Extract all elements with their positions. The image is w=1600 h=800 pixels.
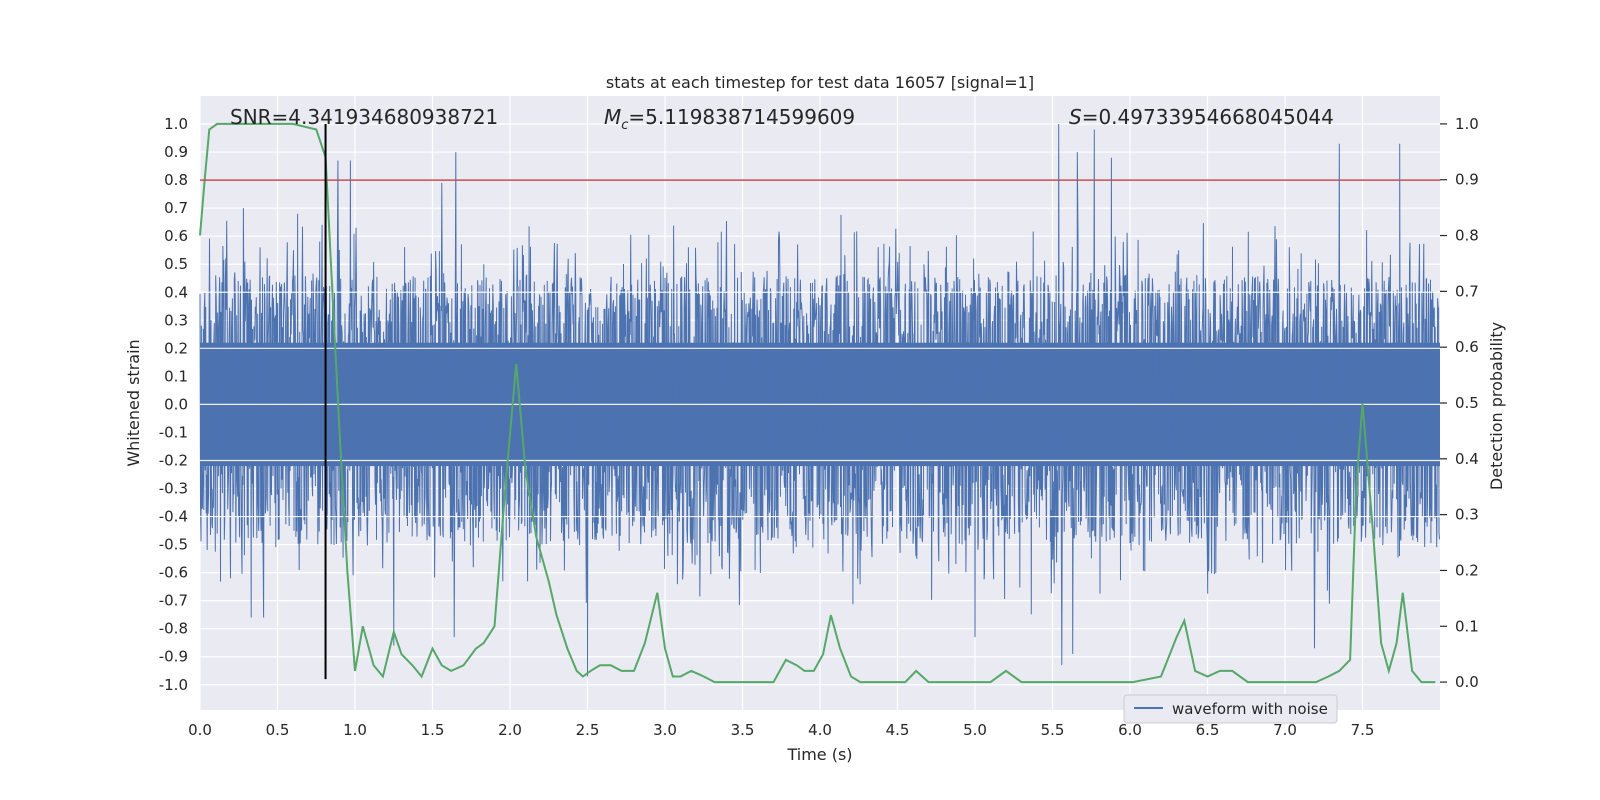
x-tick-label: 1.0 — [343, 721, 367, 739]
s-value: =0.49733954668045044 — [1082, 105, 1334, 129]
y-tick-label: 0.4 — [164, 283, 188, 301]
y-tick-label: 0.5 — [164, 255, 188, 273]
waveform-series — [199, 123, 1440, 677]
y-tick-label: 0.9 — [164, 143, 188, 161]
y-tick-labels: 1.0 0.9 0.8 0.7 0.6 0.5 0.4 0.3 0.2 0.1 0.0 -0.1 -0.… — [159, 115, 188, 694]
y-tick-label: -0.7 — [159, 592, 188, 610]
y2-tick-label: 0.8 — [1455, 227, 1479, 245]
mc-symbol: M — [604, 105, 621, 129]
x-tick-label: 2.0 — [498, 721, 522, 739]
y2-tick-label: 0.9 — [1455, 171, 1479, 189]
x-tick-label: 0.5 — [266, 721, 290, 739]
y-tick-label: 1.0 — [164, 115, 188, 133]
x-tick-label: 5.0 — [963, 721, 987, 739]
y-tick-label: 0.2 — [164, 339, 188, 357]
y2-tick-label: 0.1 — [1455, 617, 1479, 635]
mc-annotation: Mc=5.119838714599609 — [604, 105, 855, 133]
y-tick-label: 0.3 — [164, 311, 188, 329]
y-tick-label: 0.0 — [164, 395, 188, 413]
legend: waveform with noise — [1123, 694, 1338, 724]
x-tick-label: 4.0 — [808, 721, 832, 739]
probability-series — [199, 122, 1436, 684]
x-tick-label: 7.5 — [1351, 721, 1375, 739]
x-axis-label: Time (s) — [786, 745, 852, 764]
y-tick-label: -0.3 — [159, 480, 188, 498]
y2-tick-label: 0.7 — [1455, 282, 1479, 300]
x-tick-label: 3.5 — [731, 721, 755, 739]
mc-value: =5.119838714599609 — [628, 105, 855, 129]
y-tick-label: -0.1 — [159, 423, 188, 441]
snr-annotation: SNR=4.341934680938721 — [230, 105, 498, 129]
y-tick-label: -0.2 — [159, 451, 188, 469]
x-tick-label: 6.5 — [1196, 721, 1220, 739]
legend-box — [1123, 694, 1338, 724]
y2-tick-label: 0.6 — [1455, 338, 1479, 356]
probability-line — [199, 122, 1436, 684]
y2-axis-label: Detection probability — [1487, 322, 1506, 490]
x-tick-label: 6.0 — [1118, 721, 1142, 739]
y-tick-label: 0.7 — [164, 199, 188, 217]
y-tick-label: 0.8 — [164, 171, 188, 189]
y-tick-label: -0.8 — [159, 620, 188, 638]
y-tick-label: -0.6 — [159, 564, 188, 582]
legend-label: waveform with noise — [1172, 700, 1328, 718]
x-tick-label: 1.5 — [421, 721, 445, 739]
x-tick-labels: 0.0 0.5 1.0 1.5 2.0 2.5 3.0 3.5 4.0 4.5 5.0 5.5 6.0 6… — [188, 721, 1374, 739]
x-tick-label: 0.0 — [188, 721, 212, 739]
x-tick-label: 7.0 — [1273, 721, 1297, 739]
mc-subscript: c — [621, 118, 628, 133]
y-axis-label: Whitened strain — [124, 339, 143, 466]
right-axis-ticks — [1440, 123, 1447, 683]
y-tick-label: -0.9 — [159, 648, 188, 666]
y2-tick-label: 0.4 — [1455, 450, 1479, 468]
x-tick-label: 5.5 — [1041, 721, 1065, 739]
s-annotation: S=0.49733954668045044 — [1069, 105, 1334, 129]
y2-tick-labels: 1.0 0.9 0.8 0.7 0.6 0.5 0.4 0.3 0.2 0.1 0.0 — [1455, 115, 1479, 691]
y2-tick-label: 0.0 — [1455, 673, 1479, 691]
y-tick-label: -1.0 — [159, 676, 188, 694]
y-tick-label: -0.4 — [159, 508, 188, 526]
x-tick-label: 3.0 — [653, 721, 677, 739]
y-tick-label: 0.6 — [164, 227, 188, 245]
y2-tick-label: 0.5 — [1455, 394, 1479, 412]
y2-tick-label: 0.2 — [1455, 561, 1479, 579]
chart-title: stats at each timestep for test data 160… — [606, 73, 1034, 92]
waveform-line — [199, 123, 1440, 677]
y-tick-label: -0.5 — [159, 536, 188, 554]
y-tick-label: 0.1 — [164, 367, 188, 385]
y2-tick-label: 0.3 — [1455, 506, 1479, 524]
s-symbol: S — [1069, 105, 1082, 129]
x-tick-label: 4.5 — [886, 721, 910, 739]
x-tick-label: 2.5 — [576, 721, 600, 739]
y2-tick-label: 1.0 — [1455, 115, 1479, 133]
